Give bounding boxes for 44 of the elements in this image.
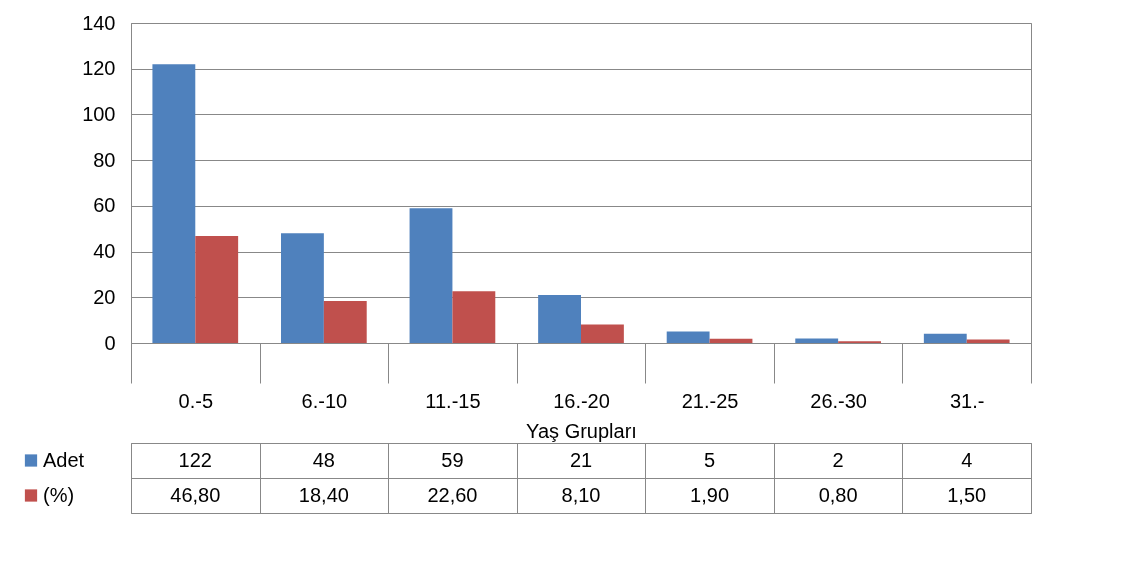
x-tick-label: 26.-30 (810, 389, 867, 412)
x-tick-label: 0.-5 (178, 389, 214, 412)
bar (452, 291, 496, 343)
data-label: 5 (704, 448, 716, 471)
data-label: 122 (178, 448, 212, 471)
bar (709, 338, 753, 343)
y-tick-label: 80 (93, 148, 116, 171)
bar (581, 324, 624, 343)
x-axis-title: Yaş Grupları (526, 419, 637, 442)
y-tick-label: 40 (93, 240, 116, 263)
legend-label: Adet (43, 448, 85, 471)
data-label: 2 (832, 448, 844, 471)
x-tick-label: 11.-15 (425, 389, 481, 412)
data-label: 22,60 (427, 483, 478, 506)
bar (195, 236, 239, 343)
x-tick-label: 21.-25 (681, 389, 739, 412)
bar (795, 338, 839, 343)
y-tick-label: 60 (93, 194, 116, 217)
data-label: 0,80 (818, 483, 858, 506)
y-tick-label: 140 (82, 11, 116, 34)
bar (281, 233, 324, 343)
data-label: 59 (441, 448, 464, 471)
y-tick-label: 20 (93, 285, 116, 308)
data-label: 46,80 (170, 483, 221, 506)
data-label: 8,10 (561, 483, 601, 506)
bar (409, 208, 453, 343)
bar (923, 333, 967, 343)
bar (666, 331, 710, 343)
bar (538, 295, 581, 343)
data-label: 21 (569, 448, 593, 471)
data-label: 18,40 (298, 483, 349, 506)
x-tick-label: 16.-20 (553, 389, 610, 412)
data-label: 1,50 (947, 483, 987, 506)
y-tick-label: 120 (82, 57, 116, 80)
data-label: 4 (961, 448, 973, 471)
y-tick-label: 100 (82, 102, 116, 125)
x-tick-label: 31.- (949, 389, 985, 412)
x-tick-label: 6.-10 (301, 389, 348, 412)
data-label: 48 (312, 448, 335, 471)
bar (323, 300, 367, 343)
y-tick-label: 0 (104, 331, 116, 354)
bar (152, 64, 196, 343)
legend-label: (%) (43, 483, 75, 506)
data-label: 1,90 (690, 483, 730, 506)
